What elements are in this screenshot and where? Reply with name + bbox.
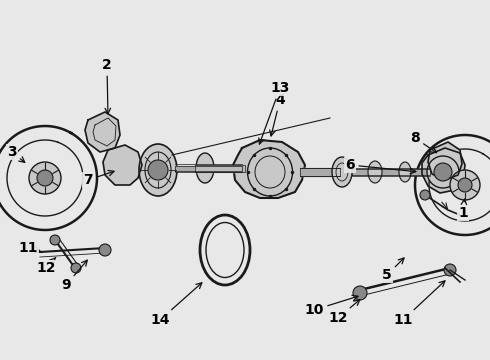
Polygon shape [428,142,462,180]
Text: 11: 11 [18,241,42,255]
Text: 12: 12 [328,300,360,325]
Text: 2: 2 [102,58,112,114]
Text: 9: 9 [61,260,87,292]
Text: 8: 8 [410,131,437,153]
Polygon shape [85,112,120,152]
Circle shape [37,170,53,186]
Circle shape [50,235,60,245]
Polygon shape [195,165,245,171]
Text: 11: 11 [393,281,445,327]
Circle shape [353,286,367,300]
Text: 6: 6 [345,158,416,174]
Polygon shape [300,168,340,176]
Circle shape [444,264,456,276]
Circle shape [71,263,81,273]
Circle shape [458,178,472,192]
Text: 12: 12 [36,257,56,275]
Circle shape [99,244,111,256]
Text: 5: 5 [382,258,404,282]
Circle shape [29,162,61,194]
Polygon shape [352,169,430,175]
Text: 10: 10 [304,295,358,317]
Ellipse shape [196,153,214,183]
Polygon shape [233,140,305,198]
Ellipse shape [139,144,177,196]
Text: 4: 4 [270,93,285,136]
Ellipse shape [368,161,382,183]
Text: 14: 14 [150,283,202,327]
Text: 7: 7 [83,170,114,187]
Text: 13: 13 [259,81,290,144]
Ellipse shape [332,157,352,187]
Text: 3: 3 [7,145,25,162]
Circle shape [450,170,480,200]
Polygon shape [422,148,465,193]
Polygon shape [175,166,242,171]
Circle shape [148,160,168,180]
Circle shape [420,190,430,200]
Ellipse shape [399,162,411,182]
Circle shape [427,156,459,188]
Polygon shape [103,145,142,185]
Text: 1: 1 [458,199,468,220]
Circle shape [434,163,452,181]
